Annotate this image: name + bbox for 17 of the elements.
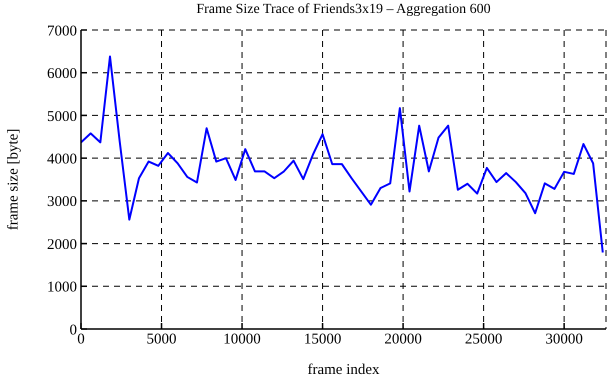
y-tick-label: 4000 [47,151,77,168]
x-axis-title: frame index [307,362,380,378]
y-tick-label: 2000 [47,236,77,253]
y-tick-label: 6000 [47,66,77,82]
y-tick-label: 7000 [47,23,77,40]
x-tick-label: 5000 [146,332,177,348]
line-series [81,55,604,254]
x-tick-label: 30000 [545,332,583,348]
x-tick-label: 25000 [464,332,502,348]
x-tick-label: 15000 [304,332,342,348]
x-tick-label: 20000 [384,332,422,348]
y-tick-label: 3000 [47,194,77,210]
chart-title: Frame Size Trace of Friends3x19 – Aggregation 600 [195,2,492,18]
y-tick-label: 1000 [47,280,77,296]
y-tick-label: 5000 [47,108,77,125]
y-axis-title: frame size [byte] [5,128,22,230]
x-tick-label: 10000 [223,332,261,348]
